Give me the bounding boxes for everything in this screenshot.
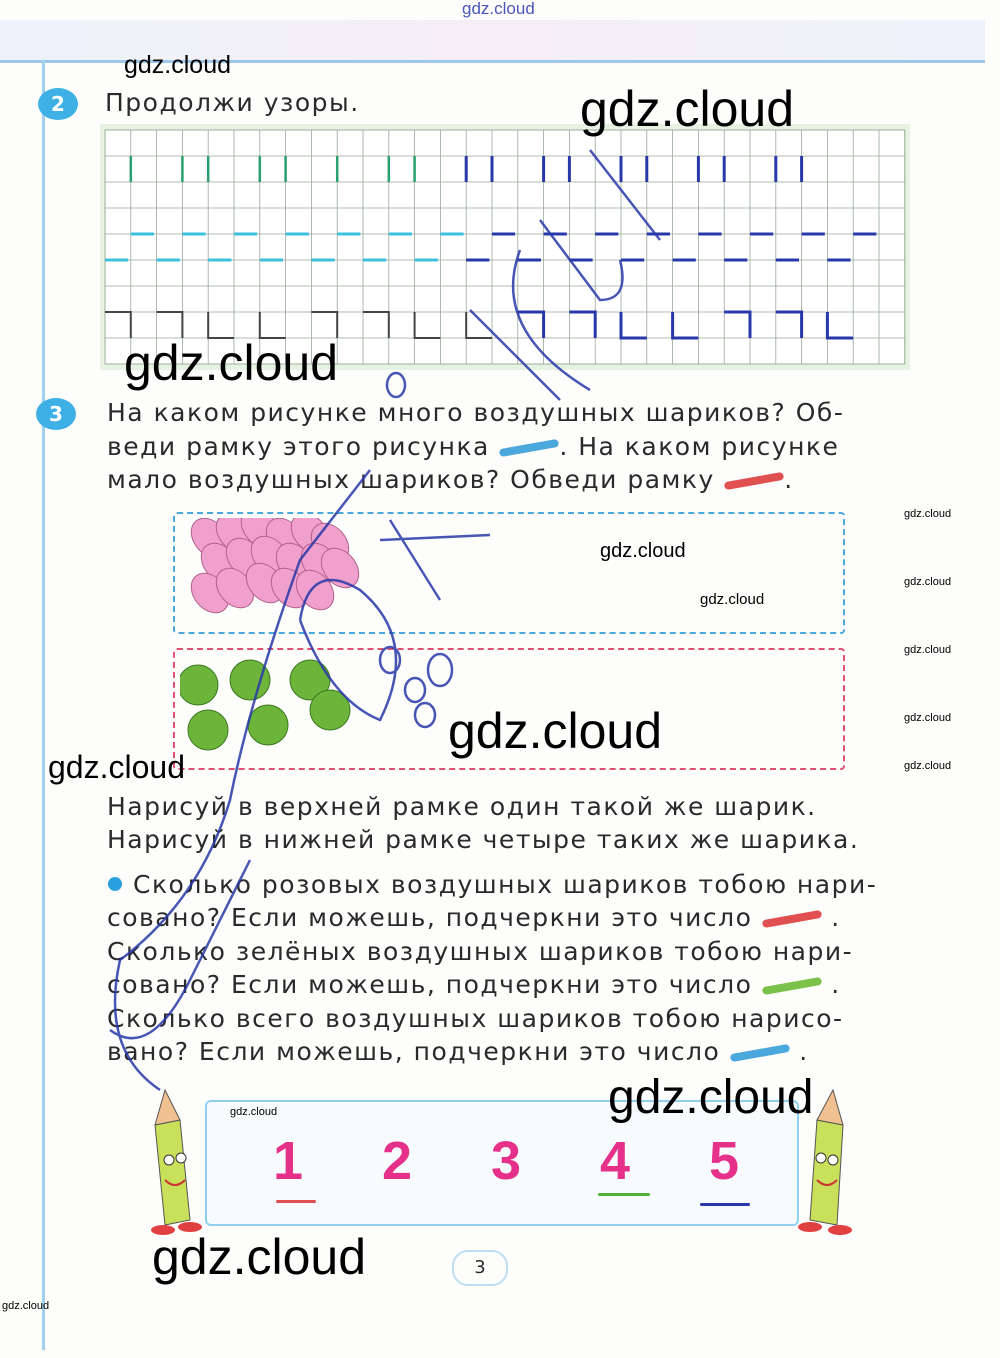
green-balloon — [229, 659, 271, 701]
pattern-mark — [619, 312, 647, 340]
watermark: gdz.cloud — [700, 591, 765, 608]
task-text: . — [784, 465, 794, 494]
task-text-line: мало воздушных шариков? Обведи рамку . — [107, 463, 794, 497]
pattern-mark — [363, 311, 390, 338]
watermark: gdz.cloud — [48, 749, 185, 785]
task-number-badge: 3 — [36, 398, 76, 430]
watermark: gdz.cloud — [124, 335, 339, 391]
grid-area — [104, 129, 906, 365]
task-number-badge: 2 — [38, 88, 78, 120]
red-pencil-icon — [761, 909, 823, 929]
pattern-grid — [100, 124, 910, 370]
task-text-line: Нарисуй в верхней рамке один такой же ша… — [107, 792, 817, 821]
bullet-icon — [108, 877, 122, 891]
pattern-mark — [724, 310, 752, 338]
green-balloon — [180, 664, 219, 706]
margin-line — [42, 60, 45, 1350]
watermark: gdz.cloud — [230, 1106, 278, 1118]
watermark: gdz.cloud — [2, 1300, 50, 1312]
number-1: 1 — [272, 1131, 304, 1191]
task-text-line: веди рамку этого рисунка . На каком рису… — [107, 430, 839, 464]
pattern-mark — [311, 311, 339, 338]
watermark: gdz.cloud — [448, 703, 663, 759]
pattern-mark — [413, 312, 441, 339]
task-text: . На каком рисунке — [559, 432, 840, 461]
task-text: веди рамку этого рисунка — [107, 432, 490, 461]
underline-green — [598, 1193, 650, 1196]
watermark: gdz.cloud — [608, 1071, 814, 1124]
pencil-character-illustration — [151, 1088, 202, 1235]
watermark: gdz.cloud — [904, 576, 952, 588]
green-pencil-icon — [761, 976, 823, 996]
pink-balloons-illustration — [190, 518, 360, 614]
task-text-line: На каком рисунке много воздушных шариков… — [107, 398, 845, 427]
decorative-header-band — [0, 20, 985, 63]
green-balloon — [247, 704, 289, 746]
question-line: Сколько розовых воздушных шариков тобою … — [133, 870, 878, 899]
pattern-mark — [825, 312, 854, 340]
watermark: gdz.cloud — [904, 760, 952, 772]
question-text: вано? Если можешь, подчеркни это число — [107, 1037, 721, 1066]
blue-pencil-icon — [729, 1043, 791, 1063]
watermark: gdz.cloud — [600, 540, 686, 562]
green-balloon — [309, 689, 351, 731]
pattern-mark — [258, 312, 286, 339]
task-title: Продолжи узоры. — [105, 88, 360, 117]
watermark: gdz.cloud — [904, 508, 952, 520]
question-line: совано? Если можешь, подчеркни это число… — [107, 903, 841, 932]
green-balloon — [187, 709, 229, 751]
watermark: gdz.cloud — [462, 0, 535, 18]
green-balloons-illustration — [180, 659, 351, 751]
blue-pencil-icon — [499, 438, 560, 458]
pattern-mark — [671, 312, 699, 340]
underline-blue — [700, 1203, 750, 1206]
watermark: gdz.cloud — [152, 1229, 367, 1285]
red-pencil-icon — [724, 471, 785, 491]
watermark: gdz.cloud — [904, 712, 952, 724]
question-text: совано? Если можешь, подчеркни это число — [107, 970, 753, 999]
number-2: 2 — [381, 1131, 413, 1191]
watermark: gdz.cloud — [124, 51, 232, 79]
pencil-character-illustration — [798, 1088, 852, 1235]
task-text-line: Нарисуй в нижней рамке четыре таких же ш… — [107, 825, 860, 854]
pattern-mark — [207, 312, 234, 339]
watermark: gdz.cloud — [580, 81, 795, 137]
pattern-mark — [105, 311, 132, 338]
question-line: Сколько зелёных воздушных шариков тобою … — [107, 937, 854, 966]
underline-red — [276, 1200, 316, 1203]
number-4: 4 — [599, 1131, 631, 1191]
question-text: совано? Если можешь, подчеркни это число — [107, 903, 753, 932]
number-3: 3 — [490, 1131, 522, 1191]
question-line: вано? Если можешь, подчеркни это число . — [107, 1037, 809, 1066]
question-line: совано? Если можешь, подчеркни это число… — [107, 970, 841, 999]
pattern-mark — [775, 310, 804, 338]
question-line: Сколько всего воздушных шариков тобою на… — [107, 1004, 844, 1033]
task-text: мало воздушных шариков? Обведи рамку — [107, 465, 715, 494]
page-number: 3 — [452, 1250, 508, 1286]
pattern-mark — [156, 311, 184, 338]
number-5: 5 — [708, 1131, 740, 1191]
watermark: gdz.cloud — [904, 644, 952, 656]
